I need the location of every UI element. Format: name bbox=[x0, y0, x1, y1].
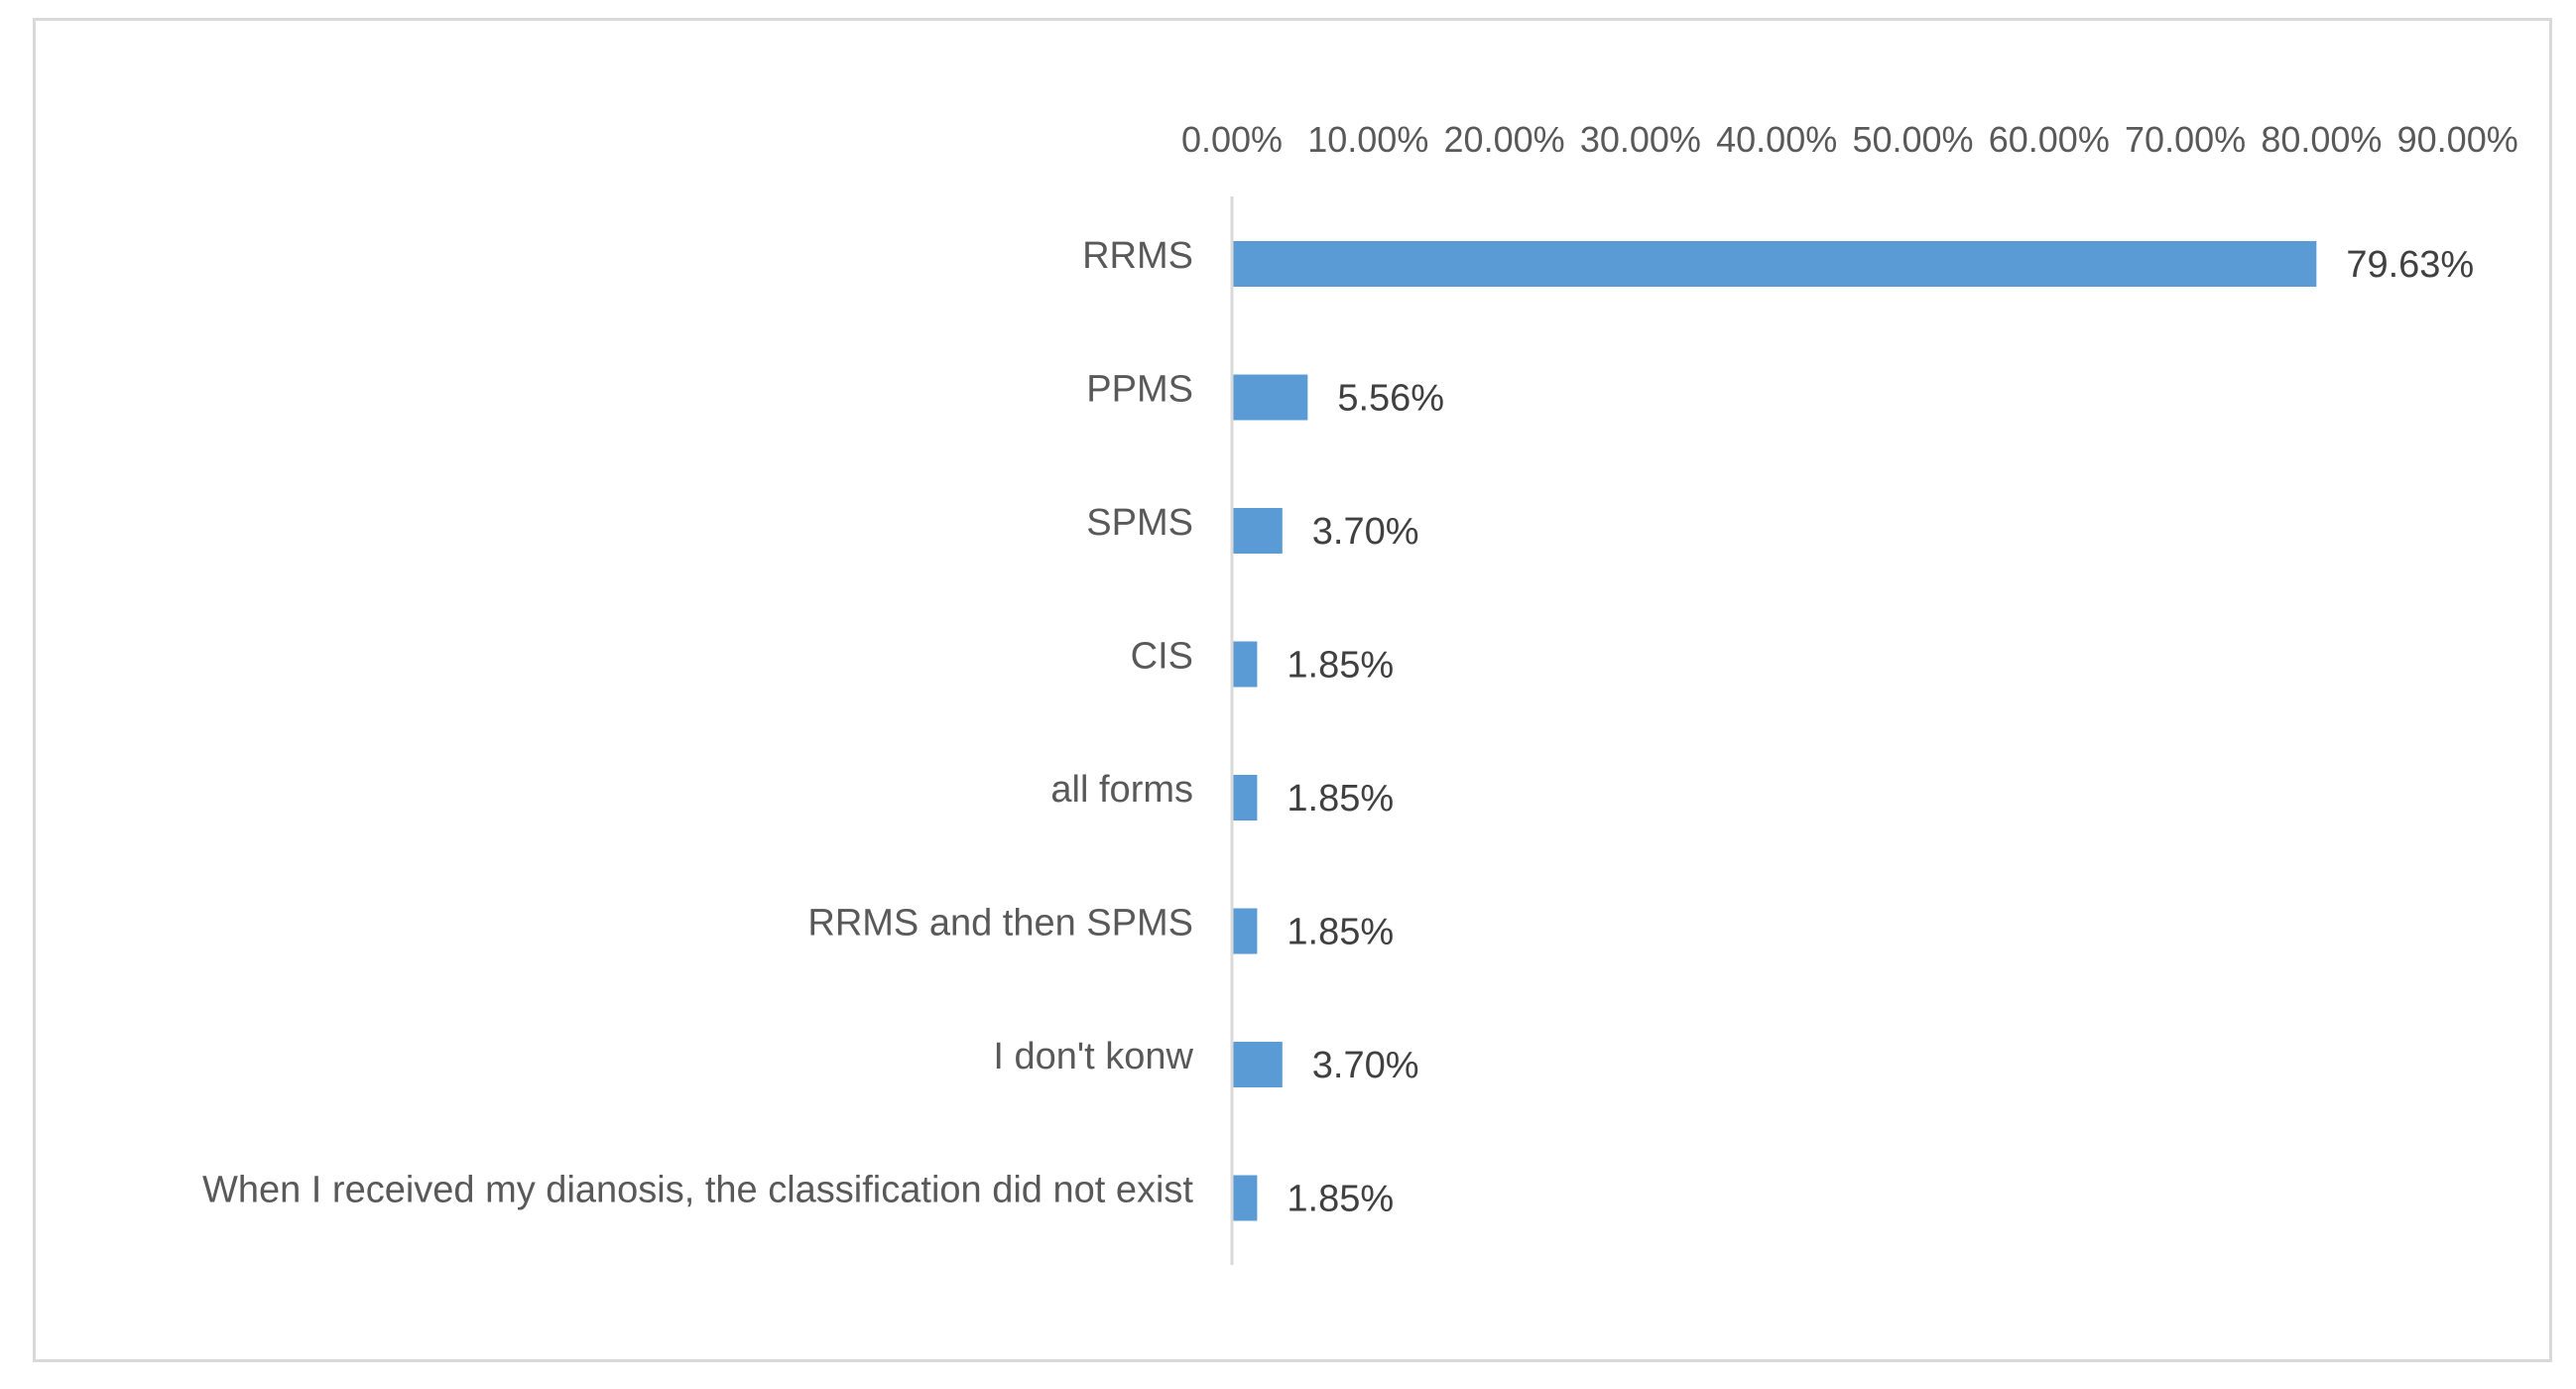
x-axis-ticks: 0.00% 10.00% 20.00% 30.00% 40.00% 50.00% 60.00… bbox=[1181, 119, 2518, 160]
x-tick-label: 70.00% bbox=[2125, 119, 2246, 160]
category-label: I don't konw bbox=[993, 1036, 1193, 1077]
x-tick-label: 60.00% bbox=[1989, 119, 2110, 160]
data-label: 79.63% bbox=[2346, 244, 2474, 286]
bar bbox=[1233, 1175, 1258, 1221]
data-label: 1.85% bbox=[1287, 778, 1394, 820]
bars bbox=[1233, 241, 2317, 1221]
category-label: RRMS bbox=[1082, 235, 1193, 277]
x-tick-label: 30.00% bbox=[1580, 119, 1701, 160]
data-label: 3.70% bbox=[1312, 1045, 1419, 1086]
bar bbox=[1233, 908, 1258, 954]
category-label: PPMS bbox=[1086, 369, 1193, 411]
bar bbox=[1233, 241, 2317, 287]
category-label: RRMS and then SPMS bbox=[807, 903, 1193, 945]
x-tick-label: 50.00% bbox=[1852, 119, 1973, 160]
category-label: SPMS bbox=[1086, 502, 1193, 544]
category-label: When I received my dianosis, the classif… bbox=[202, 1170, 1193, 1211]
category-label: all forms bbox=[1050, 769, 1193, 811]
bar bbox=[1233, 508, 1283, 554]
data-label: 5.56% bbox=[1337, 378, 1444, 420]
value-labels: 79.63% 5.56% 3.70% 1.85% 1.85% 1.85% 3.70% 1.85… bbox=[1287, 244, 2474, 1220]
data-label: 1.85% bbox=[1287, 1179, 1394, 1220]
x-tick-label: 20.00% bbox=[1444, 119, 1565, 160]
data-label: 1.85% bbox=[1287, 912, 1394, 953]
data-label: 1.85% bbox=[1287, 645, 1394, 687]
x-tick-label: 10.00% bbox=[1307, 119, 1428, 160]
category-label: CIS bbox=[1131, 636, 1193, 678]
bar bbox=[1233, 374, 1308, 421]
x-tick-label: 40.00% bbox=[1716, 119, 1837, 160]
data-label: 3.70% bbox=[1312, 511, 1419, 553]
x-tick-label: 0.00% bbox=[1181, 119, 1283, 160]
bar bbox=[1233, 641, 1258, 688]
category-labels: RRMS PPMS SPMS CIS all forms RRMS and then SP… bbox=[202, 235, 1194, 1211]
bar bbox=[1233, 775, 1258, 821]
bar bbox=[1233, 1042, 1283, 1087]
x-tick-label: 90.00% bbox=[2397, 119, 2518, 160]
x-tick-label: 80.00% bbox=[2261, 119, 2382, 160]
